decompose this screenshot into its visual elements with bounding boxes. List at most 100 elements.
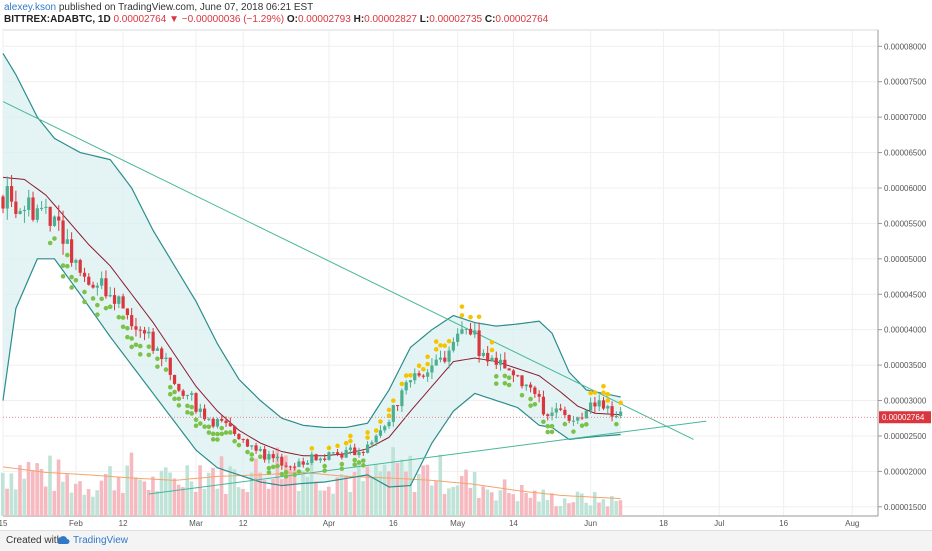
author-link[interactable]: alexey.kson xyxy=(4,2,57,13)
volume-bar xyxy=(305,476,310,516)
indicator-dot-green xyxy=(167,391,173,397)
candle-body xyxy=(181,390,185,396)
bollinger-upper-line xyxy=(2,53,621,429)
indicator-dot-yellow xyxy=(433,339,439,344)
y-tick-label: 0.00006000 xyxy=(884,184,927,193)
candle-body xyxy=(91,284,95,288)
candle-body xyxy=(314,454,318,461)
bollinger-lower-line xyxy=(2,258,621,488)
candle-body xyxy=(100,278,104,286)
candle-body xyxy=(215,418,220,427)
candle-body xyxy=(619,411,623,416)
indicator-dot-green xyxy=(305,467,310,472)
candle-body xyxy=(558,408,563,410)
candle-body xyxy=(108,295,112,297)
indicator-dot-yellow xyxy=(386,407,392,413)
indicator-dot-green xyxy=(545,429,551,435)
volume-bar xyxy=(361,481,365,516)
candle-body xyxy=(434,359,438,366)
candle-body xyxy=(293,466,297,468)
indicator-dot-green xyxy=(352,457,358,463)
indicator-dot-green xyxy=(82,289,87,295)
down-arrow-icon: ▼ xyxy=(169,14,179,25)
indicator-dot-green xyxy=(528,403,533,408)
y-tick-label: 0.00002000 xyxy=(884,467,927,476)
indicator-dot-yellow xyxy=(348,433,353,439)
indicator-dot-yellow xyxy=(391,398,396,403)
candle-body xyxy=(580,417,584,419)
candle-body xyxy=(185,394,190,396)
volume-bar xyxy=(262,480,267,516)
indicator-dot-green xyxy=(236,442,242,448)
candle-body xyxy=(374,435,378,443)
candle-body xyxy=(125,308,129,316)
volume-bar xyxy=(26,461,31,516)
volume-bar xyxy=(296,491,301,516)
indicator-dot-green xyxy=(584,422,589,427)
tradingview-brand-link[interactable]: TradingView xyxy=(56,531,128,551)
open-label: O: xyxy=(286,14,298,25)
candle-body xyxy=(348,447,353,450)
candle-body xyxy=(57,216,61,221)
volume-bar xyxy=(404,471,408,516)
candle-body xyxy=(78,260,82,273)
chart-area[interactable]: 0.00008000 0.00007500 0.00007000 0.00006500… xyxy=(0,28,932,530)
price-chart[interactable]: 0.00008000 0.00007500 0.00007000 0.00006500… xyxy=(0,28,932,530)
indicator-dot-green xyxy=(172,389,177,395)
indicator-dot-green xyxy=(360,458,366,463)
candle-body xyxy=(511,370,516,376)
volume-bar xyxy=(567,503,571,516)
candle-body xyxy=(254,445,258,451)
volume-bar xyxy=(185,465,190,516)
x-tick-label: Jul xyxy=(714,519,724,528)
candle-body xyxy=(353,447,357,456)
indicator-dot-green xyxy=(219,431,225,437)
indicator-dot-green xyxy=(133,342,139,348)
candle-body xyxy=(335,452,340,455)
indicator-dot-green xyxy=(210,431,216,437)
volume-bar xyxy=(331,493,335,516)
candle-body xyxy=(104,278,108,297)
candle-body xyxy=(426,372,430,377)
volume-bar xyxy=(65,474,69,516)
candle-body xyxy=(357,451,361,456)
indicator-dot-yellow xyxy=(476,314,482,320)
candle-body xyxy=(168,357,172,375)
volume-bar xyxy=(99,480,104,516)
indicator-dot-green xyxy=(232,438,237,444)
candle-body xyxy=(443,357,447,362)
y-tick-label: 0.00002500 xyxy=(884,432,927,441)
indicator-dot-green xyxy=(249,452,255,457)
candle-body xyxy=(87,276,91,285)
indicator-dot-green xyxy=(283,469,289,475)
indicator-dot-green xyxy=(502,380,508,386)
indicator-dot-green xyxy=(296,469,302,474)
volume-bar xyxy=(172,478,177,516)
indicator-dot-green xyxy=(360,463,366,468)
volume-bar xyxy=(271,478,275,516)
candle-body xyxy=(404,382,408,391)
volume-bar xyxy=(125,465,129,516)
indicator-dot-green xyxy=(163,367,169,372)
candle-body xyxy=(250,445,254,447)
indicator-dot-green xyxy=(541,419,546,425)
candle-body xyxy=(593,402,597,407)
candle-body xyxy=(198,408,202,412)
indicator-dot-green xyxy=(206,430,212,435)
candle-body xyxy=(571,420,576,422)
volume-bar xyxy=(610,496,614,516)
high-value: 0.00002827 xyxy=(364,14,417,25)
volume-bar xyxy=(254,458,258,516)
x-tick-label: May xyxy=(450,519,465,528)
volume-bar xyxy=(588,505,593,516)
indicator-dot-green xyxy=(82,299,87,305)
candle-body xyxy=(344,449,348,458)
indicator-dot-yellow xyxy=(489,347,495,353)
indicator-dot-green xyxy=(493,381,499,386)
indicator-dot-green xyxy=(545,423,551,429)
candle-body xyxy=(614,415,618,417)
candle-body xyxy=(5,186,9,209)
indicator-dot-green xyxy=(493,374,499,379)
candle-body xyxy=(464,328,468,330)
indicator-dot-green xyxy=(528,396,533,402)
